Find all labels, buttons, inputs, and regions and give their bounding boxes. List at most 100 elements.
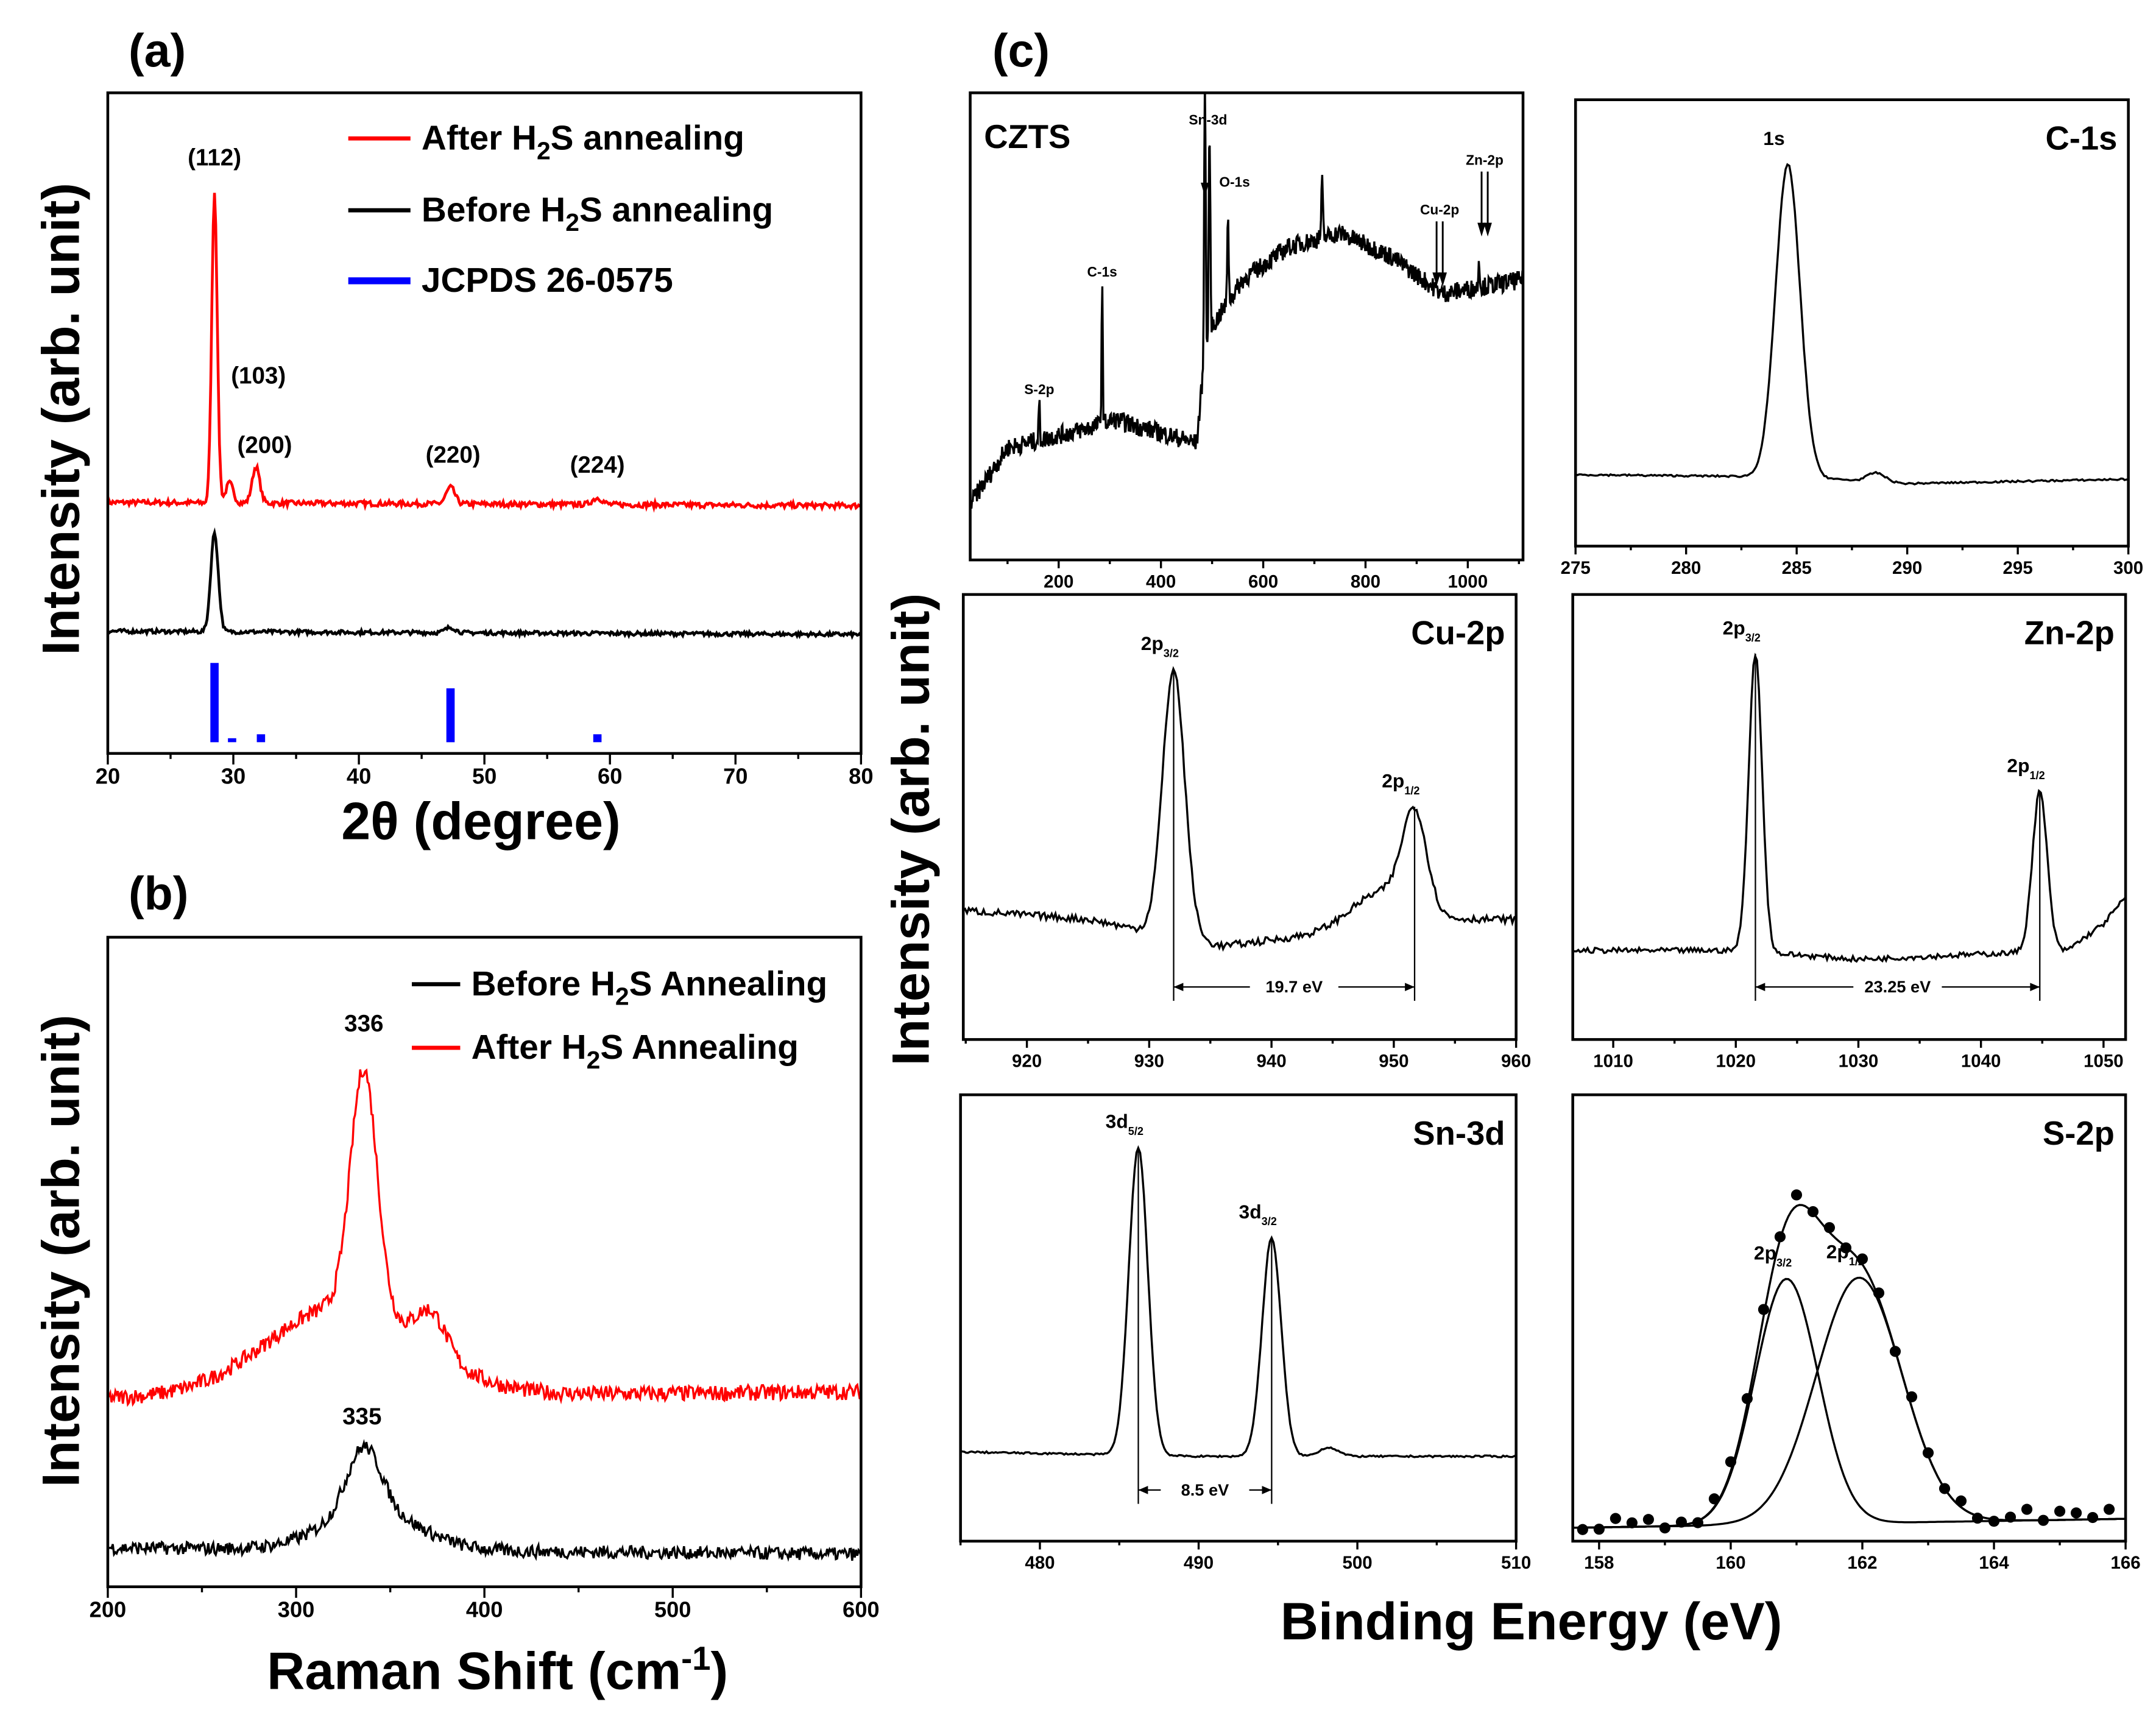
panel-title: C-1s: [2045, 119, 2117, 157]
legend-text: S annealing: [579, 191, 773, 229]
panel-title: Zn-2p: [2024, 615, 2115, 652]
legend-text: S annealing: [551, 119, 744, 157]
data-point: [1807, 1206, 1819, 1218]
arrow-head: [1201, 182, 1209, 197]
splitting-label: 23.25 eV: [1864, 977, 1931, 996]
x-tick-label: 295: [2003, 558, 2033, 578]
data-point: [1939, 1483, 1951, 1494]
data-point: [1725, 1456, 1736, 1468]
x-tick-label: 162: [1847, 1553, 1877, 1573]
x-tick-label: 50: [472, 764, 497, 789]
x-tick-label: 290: [1892, 558, 1922, 578]
x-tick-label: 166: [2110, 1553, 2140, 1573]
peak-label: 3d3/2: [1239, 1201, 1277, 1228]
legend-label: After H2S annealing: [422, 119, 744, 164]
data-point: [1840, 1242, 1852, 1254]
x-tick-label: 1010: [1593, 1051, 1633, 1072]
peak-label-main: 2p: [2007, 754, 2029, 776]
a-ylabel: Intensity (arb. unit): [32, 183, 90, 655]
arrow-head: [1477, 222, 1486, 237]
series-line-survey: [970, 93, 1523, 509]
x-tick-label: 500: [654, 1597, 691, 1622]
panel-label-a: (a): [129, 24, 186, 77]
peak-label: 2p3/2: [1723, 617, 1761, 643]
data-point: [1790, 1189, 1803, 1201]
plot-c1s: 275 280 285 290 295 300 C-1s 1s: [1561, 98, 2143, 578]
x-tick-label: 200: [1044, 572, 1073, 592]
legend-text: JCPDS 26-0575: [422, 261, 673, 300]
data-point: [1758, 1304, 1770, 1315]
x-tick-label: 940: [1257, 1051, 1287, 1072]
peak-label: (224): [570, 452, 625, 478]
peak-label: 3d5/2: [1106, 1110, 1143, 1137]
data-point: [1922, 1447, 1934, 1458]
x-tick-label: 20: [96, 764, 120, 789]
x-tick-label: 300: [278, 1597, 315, 1622]
data-point: [2054, 1505, 2066, 1517]
survey-peak-label: Zn-2p: [1466, 152, 1504, 168]
peak-label: (200): [238, 432, 292, 458]
x-tick-label: 70: [723, 764, 748, 789]
panel-title: CZTS: [984, 118, 1070, 155]
legend-text: S Annealing: [600, 1028, 799, 1067]
peak-label-main: 3d: [1106, 1110, 1128, 1132]
peak-label: 1s: [1763, 127, 1784, 149]
legend-text: Before H: [422, 191, 565, 229]
plot-frame: [106, 91, 863, 755]
x-tick-label: 1050: [2084, 1051, 2124, 1072]
splitting-label-bg: [1249, 976, 1338, 995]
legend-label: JCPDS 26-0575: [422, 261, 673, 300]
data-point: [1610, 1513, 1621, 1524]
data-point: [2070, 1507, 2082, 1519]
data-point: [1823, 1222, 1836, 1234]
data-point: [1675, 1516, 1687, 1528]
plot-frame: [1574, 98, 2130, 548]
peak-label-subscript: 3/2: [1262, 1215, 1277, 1228]
data-point: [1741, 1393, 1753, 1404]
data-point: [2087, 1511, 2099, 1524]
x-tick-label: 300: [2113, 558, 2143, 578]
x-tick-label: 80: [849, 764, 873, 789]
peak-label-subscript: 3/2: [1776, 1257, 1792, 1269]
c-ylabel: Intensity (arb. unit): [882, 593, 940, 1066]
peak-label-main: 2p: [1141, 632, 1164, 654]
data-point: [1889, 1346, 1901, 1357]
b-xlabel-main: Raman Shift (cm: [267, 1642, 681, 1701]
panel-title: Sn-3d: [1413, 1115, 1505, 1152]
peak-label-main: 2p: [1754, 1242, 1776, 1263]
x-tick-label: 490: [1184, 1553, 1214, 1573]
legend-label: Before H2S annealing: [422, 191, 773, 236]
x-tick-label: 400: [1146, 572, 1176, 592]
plot-frame: [959, 1093, 1518, 1543]
x-tick-label: 950: [1379, 1051, 1408, 1072]
arrow-head: [1438, 272, 1447, 286]
x-tick-label: 160: [1716, 1553, 1745, 1573]
x-tick-label: 164: [1979, 1553, 2009, 1573]
panel-label-c: (c): [992, 24, 1050, 77]
plot-frame: [961, 593, 1518, 1041]
peak-label-main: 2p: [1382, 770, 1404, 792]
splitting-label-bg: [1853, 976, 1942, 995]
plot-frame: [1571, 1093, 2127, 1543]
data-point: [1873, 1287, 1885, 1299]
survey-peak-label: O-1s: [1219, 174, 1249, 190]
splitting-label: 8.5 eV: [1181, 1480, 1229, 1499]
peak-label-subscript: 5/2: [1128, 1125, 1143, 1137]
x-tick-label: 1040: [1961, 1051, 2001, 1072]
x-tick-label: 510: [1501, 1553, 1531, 1573]
survey-peak-label: S-2p: [1024, 381, 1054, 397]
x-tick-label: 480: [1025, 1553, 1055, 1573]
b-ylabel: Intensity (arb. unit): [32, 1015, 90, 1488]
legend-label: Before H2S Annealing: [472, 965, 828, 1011]
a-xlabel: 2θ (degree): [341, 792, 621, 850]
peak-label: (220): [426, 442, 481, 468]
peak-label-subscript: 3/2: [1164, 647, 1179, 659]
legend-text: S Annealing: [629, 965, 828, 1003]
data-point: [2021, 1503, 2033, 1515]
data-point: [1692, 1517, 1703, 1528]
x-tick-label: 1000: [1448, 572, 1488, 592]
x-tick-label: 280: [1671, 558, 1701, 578]
